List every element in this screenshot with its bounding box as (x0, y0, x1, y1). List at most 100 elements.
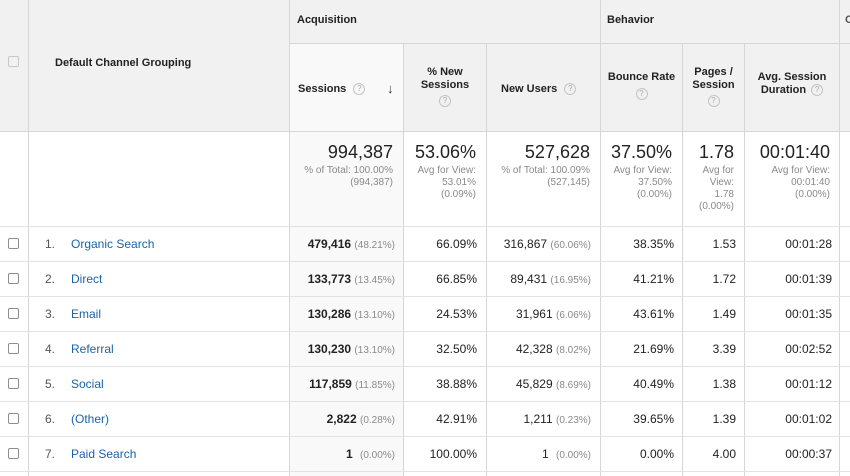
sessions-cell: 133,773 (13.45%) (290, 272, 395, 286)
totals-avg-session-duration-sub: Avg for View: 00:01:40 (0.00%) (771, 165, 830, 200)
channel-link[interactable]: Direct (71, 272, 103, 286)
new-users-cell: 1,211 (0.23%) (487, 412, 592, 426)
sorted-column-body (290, 131, 403, 476)
new-users-column-header[interactable]: New Users ? (501, 83, 591, 96)
avg-session-duration-column-header[interactable]: Avg. Session Duration ? (745, 71, 839, 97)
sessions-cell: 479,416 (48.21%) (290, 237, 395, 251)
question-circle-icon[interactable]: ? (811, 84, 824, 97)
new-users-value: 316,867 (503, 237, 548, 251)
new-users-value: 31,961 (515, 307, 553, 321)
totals-pct-new-sessions-sub: Avg for View: 53.01% (0.09%) (417, 165, 476, 200)
avg-session-duration-header-text: Avg. Session Duration (757, 71, 827, 96)
question-circle-icon[interactable]: ? (635, 88, 648, 100)
row-index: 6. (45, 412, 56, 426)
dimension-column-header[interactable]: Default Channel Grouping (55, 57, 192, 69)
sessions-value: 1 (345, 447, 353, 461)
new-users-cell: 31,961 (6.06%) (487, 307, 591, 321)
channel-link[interactable]: Paid Search (71, 447, 137, 461)
new-users-value: 45,829 (515, 377, 553, 391)
arrow-down-icon[interactable]: ↓ (387, 81, 394, 96)
sessions-cell: 117,859 (11.85%) (290, 377, 395, 391)
bounce-rate-cell: 41.21% (633, 272, 674, 286)
pages-session-cell: 1.53 (712, 237, 736, 251)
totals-avg-session-duration: 00:01:40 (759, 142, 830, 162)
channel-link[interactable]: Email (71, 307, 102, 321)
bounce-rate-column-header[interactable]: Bounce Rate ? (601, 71, 682, 100)
new-users-cell: 42,328 (8.02%) (487, 342, 591, 356)
row-checkbox[interactable] (8, 238, 19, 249)
question-circle-icon[interactable]: ? (439, 95, 451, 107)
row-index: 7. (45, 447, 56, 461)
avg-session-duration-cell: 00:01:12 (785, 377, 832, 391)
sessions-cell: 130,230 (13.10%) (290, 342, 395, 356)
totals-pages-session: 1.78 (698, 142, 734, 162)
question-circle-icon[interactable]: ? (353, 83, 366, 96)
avg-session-duration-cell: 00:01:28 (785, 237, 832, 251)
pct-new-sessions-cell: 66.09% (436, 237, 477, 251)
pages-session-cell: 1.49 (712, 307, 736, 321)
avg-session-duration-cell: 00:01:35 (785, 307, 832, 321)
pct-new-sessions-column-header[interactable]: % New Sessions ? (404, 66, 486, 107)
question-circle-icon[interactable]: ? (707, 95, 720, 107)
sessions-value: 133,773 (307, 272, 352, 286)
pages-session-cell: 1.72 (712, 272, 736, 286)
sessions-value: 130,286 (307, 307, 352, 321)
sessions-column-header[interactable]: Sessions ? ↓ (298, 81, 398, 96)
totals-new-users-sub: % of Total: 100.09% (527,145) (501, 165, 590, 188)
select-all-checkbox[interactable] (8, 56, 19, 67)
channel-link[interactable]: Organic Search (71, 237, 155, 251)
channel-link[interactable]: Social (71, 377, 104, 391)
avg-session-duration-cell: 00:01:02 (785, 412, 832, 426)
sessions-cell: 1 (0.00%) (290, 447, 395, 461)
channel-link[interactable]: Referral (71, 342, 114, 356)
totals-bounce-rate-sub: Avg for View: 37.50% (0.00%) (613, 165, 672, 200)
row-checkbox[interactable] (8, 448, 19, 459)
row-index: 2. (45, 272, 56, 286)
sessions-pct: (0.28%) (359, 415, 395, 426)
new-users-pct: (16.95%) (550, 275, 591, 286)
question-circle-icon[interactable]: ? (564, 83, 577, 96)
new-users-pct: (0.23%) (555, 415, 591, 426)
sessions-pct: (13.45%) (354, 275, 395, 286)
avg-session-duration-cell: 00:00:37 (785, 447, 832, 461)
avg-session-duration-cell: 00:02:52 (785, 342, 832, 356)
pct-new-sessions-cell: 32.50% (436, 342, 477, 356)
pages-session-cell: 1.38 (712, 377, 736, 391)
new-users-value: 1 (541, 447, 549, 461)
sessions-pct: (13.10%) (354, 345, 395, 356)
row-checkbox[interactable] (8, 413, 19, 424)
table-header (0, 0, 850, 131)
sessions-header-label: Sessions (298, 83, 347, 95)
row-checkbox[interactable] (8, 273, 19, 284)
row-checkbox[interactable] (8, 343, 19, 354)
totals-bounce-rate: 37.50% (610, 142, 672, 162)
new-users-cell: 45,829 (8.69%) (487, 377, 591, 391)
sessions-pct: (11.85%) (355, 380, 395, 391)
pct-new-sessions-cell: 100.00% (429, 447, 477, 461)
new-users-cell: 89,431 (16.95%) (487, 272, 591, 286)
row-checkbox[interactable] (8, 308, 19, 319)
conversions-group-label: C (845, 14, 850, 26)
row-checkbox[interactable] (8, 378, 19, 389)
sorted-column-header[interactable] (290, 44, 403, 131)
row-index: 1. (45, 237, 56, 251)
bounce-rate-header-label: Bounce Rate (607, 71, 676, 83)
bounce-rate-cell: 0.00% (639, 447, 674, 461)
sessions-cell: 2,822 (0.28%) (290, 412, 395, 426)
new-users-value: 89,431 (510, 272, 548, 286)
pct-new-sessions-cell: 24.53% (436, 307, 477, 321)
totals-sessions-sub: % of Total: 100.00% (994,387) (304, 165, 393, 188)
channel-link[interactable]: (Other) (71, 412, 110, 426)
totals-pct-new-sessions: 53.06% (414, 142, 476, 162)
bounce-rate-cell: 39.65% (633, 412, 674, 426)
new-users-cell: 1 (0.00%) (487, 447, 591, 461)
sessions-value: 130,230 (307, 342, 352, 356)
new-users-pct: (0.00%) (555, 450, 591, 461)
behavior-group-label: Behavior (607, 14, 655, 26)
avg-session-duration-cell: 00:01:39 (785, 272, 832, 286)
sessions-value: 2,822 (326, 412, 357, 426)
sessions-pct: (0.00%) (359, 450, 395, 461)
row-index: 3. (45, 307, 56, 321)
sessions-pct: (13.10%) (354, 310, 395, 321)
pages-session-column-header[interactable]: Pages / Session ? (683, 66, 744, 107)
